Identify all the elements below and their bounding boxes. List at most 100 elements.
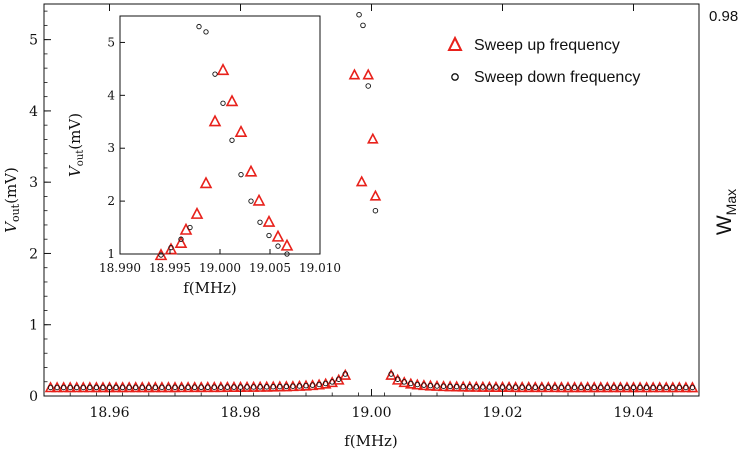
inset-point-sweep-up: [174, 236, 188, 249]
main-point-sweep-down: [401, 379, 408, 385]
inset-point-sweep-up: [225, 94, 239, 107]
inset-x-axis-title: f(MHz): [183, 279, 237, 297]
main-point-sweep-down: [290, 383, 296, 389]
inset-marks: [154, 23, 294, 261]
main-y-tick-label: 4: [29, 104, 38, 120]
inset-point-sweep-up: [271, 229, 285, 242]
main-y-axis-symbol: V: [2, 220, 20, 233]
main-x-tick-label: 19.04: [613, 405, 653, 421]
main-point-sweep-down: [365, 83, 371, 89]
inset-point-sweep-up: [262, 214, 276, 227]
main-point-sweep-down: [453, 383, 460, 390]
main-point-sweep-down: [303, 382, 309, 389]
main-point-sweep-down: [336, 376, 342, 382]
inset-x-tick-label: 19.005: [249, 261, 291, 275]
main-point-sweep-down: [263, 384, 270, 390]
main-point-sweep-down: [643, 384, 650, 391]
main-point-sweep-down: [322, 380, 329, 387]
main-point-sweep-up: [369, 189, 382, 201]
main-point-sweep-down: [506, 384, 512, 390]
main-point-sweep-down: [342, 371, 349, 377]
main-point-sweep-down: [434, 383, 440, 389]
main-point-sweep-down: [408, 380, 414, 387]
main-point-sweep-down: [519, 384, 525, 390]
main-point-sweep-down: [394, 376, 401, 382]
main-y-tick-label: 5: [29, 33, 38, 49]
inset-point-sweep-down: [248, 198, 254, 204]
main-y-tick-label: 3: [29, 175, 38, 191]
main-x-tick-label: 18.96: [89, 405, 129, 421]
side-axis: 0.98 WMax: [709, 8, 739, 235]
main-point-sweep-down: [525, 384, 532, 390]
main-point-sweep-down: [388, 371, 394, 377]
main-point-sweep-down: [539, 384, 545, 391]
main-point-sweep-down: [283, 383, 290, 390]
main-point-sweep-down: [132, 384, 139, 391]
main-point-sweep-up: [686, 381, 699, 393]
inset-x-tick-label: 19.000: [199, 261, 241, 275]
main-plot: 18.96 18.98 19.00 19.02 19.04 0 1 2 3 4 5 f(MHz) V…: [2, 3, 700, 450]
main-point-sweep-down: [676, 384, 683, 391]
main-point-sweep-down: [552, 384, 558, 391]
inset-y-axis-subscript: out: [75, 150, 86, 166]
main-point-sweep-down: [440, 383, 447, 389]
main-point-sweep-down: [372, 207, 379, 214]
main-point-sweep-down: [185, 384, 191, 391]
inset-y-tick-label: 1: [107, 247, 115, 261]
legend: Sweep up frequency Sweep down frequency: [447, 35, 640, 86]
inset-point-sweep-up: [234, 124, 248, 137]
main-point-sweep-down: [637, 384, 643, 391]
inset-y-axis-title: Vout(mV): [66, 113, 86, 177]
main-point-sweep-down: [172, 384, 178, 391]
inset-y-axis-symbol: V: [66, 164, 84, 177]
inset-point-sweep-down: [284, 251, 290, 257]
inset-plot: 18.990 18.995 19.000 19.005 19.010 1 2 3 4 5 f(MH…: [66, 15, 341, 297]
inset-x-tick-label: 19.010: [299, 261, 341, 275]
main-point-sweep-down: [309, 382, 316, 388]
main-point-sweep-down: [486, 384, 493, 390]
main-point-sweep-down: [598, 384, 604, 391]
main-point-sweep-down: [604, 384, 611, 391]
inset-y-tick-label: 5: [107, 35, 115, 49]
main-point-sweep-down: [565, 384, 571, 391]
inset-point-sweep-down: [238, 172, 244, 178]
main-x-axis-title: f(MHz): [344, 432, 398, 450]
main-point-sweep-up: [366, 132, 379, 144]
main-point-sweep-down: [480, 384, 486, 390]
inset-y-axis-unit: (mV): [66, 113, 84, 150]
main-point-sweep-down: [414, 381, 421, 388]
main-y-tick-label: 2: [29, 246, 38, 262]
main-point-sweep-down: [296, 383, 303, 389]
inset-point-sweep-down: [203, 29, 209, 35]
main-point-sweep-up: [362, 68, 375, 80]
legend-marker-sweep-down: [451, 73, 459, 81]
main-point-sweep-down: [532, 384, 539, 391]
main-point-sweep-down: [80, 384, 87, 391]
legend-marker-sweep-up: [447, 35, 463, 51]
inset-point-sweep-up: [252, 193, 266, 206]
main-point-sweep-down: [683, 384, 689, 391]
main-x-tick-label: 19.02: [482, 405, 522, 421]
main-point-sweep-up: [348, 68, 361, 80]
inset-point-sweep-down: [187, 224, 193, 231]
main-point-sweep-down: [447, 383, 453, 390]
main-point-sweep-down: [421, 382, 427, 388]
main-point-sweep-down: [650, 384, 656, 391]
main-point-sweep-down: [73, 384, 80, 391]
main-point-sweep-down: [316, 381, 322, 388]
main-point-sweep-down: [165, 384, 172, 391]
main-point-sweep-down: [67, 384, 73, 391]
main-point-sweep-up: [355, 175, 368, 187]
main-point-sweep-down: [656, 384, 663, 391]
main-point-sweep-down: [159, 384, 165, 391]
inset-point-sweep-down: [212, 71, 218, 77]
legend-label-sweep-down: Sweep down frequency: [474, 69, 640, 86]
main-point-sweep-down: [277, 383, 283, 390]
main-point-sweep-down: [473, 384, 480, 390]
main-point-sweep-down: [198, 384, 204, 391]
main-point-sweep-down: [178, 384, 185, 391]
inset-point-sweep-down: [178, 236, 184, 242]
main-point-sweep-down: [54, 384, 60, 391]
inset-y-tick-label: 2: [107, 194, 115, 208]
